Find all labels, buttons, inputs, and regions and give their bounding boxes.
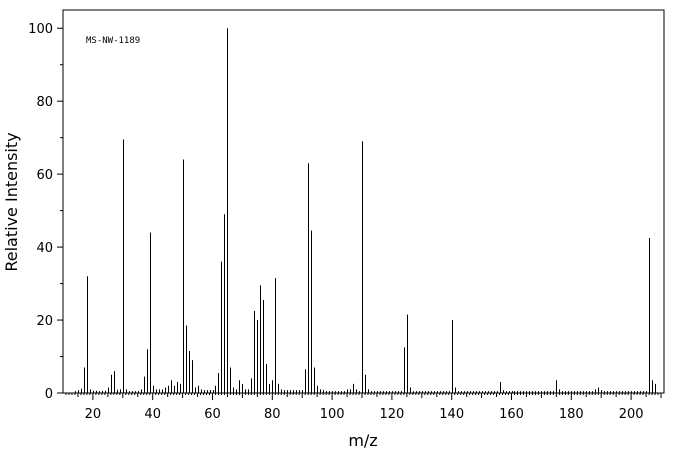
x-axis: 20 40 60 80 100 120 140 160 180 200 bbox=[65, 393, 662, 422]
x-tick-label: 60 bbox=[204, 407, 221, 422]
x-axis-title: m/z bbox=[348, 431, 377, 450]
x-tick-label: 20 bbox=[85, 407, 102, 422]
spectrum-id-label: MS-NW-1189 bbox=[86, 36, 140, 46]
plot-frame bbox=[62, 9, 665, 394]
x-tick-label: 40 bbox=[144, 407, 161, 422]
y-tick-label: 20 bbox=[36, 314, 53, 329]
x-tick-label: 120 bbox=[379, 407, 404, 422]
y-axis: 0 20 40 60 80 100 bbox=[28, 22, 63, 402]
y-tick-label: 0 bbox=[45, 387, 53, 402]
spectrum-peaks bbox=[75, 28, 656, 393]
x-tick-label: 100 bbox=[320, 407, 345, 422]
y-tick-label: 100 bbox=[28, 22, 53, 37]
x-tick-label: 200 bbox=[619, 407, 644, 422]
y-tick-label: 80 bbox=[36, 95, 53, 110]
x-tick-label: 140 bbox=[439, 407, 464, 422]
y-tick-label: 40 bbox=[36, 241, 53, 256]
y-axis-title: Relative Intensity bbox=[2, 132, 21, 271]
x-tick-label: 180 bbox=[559, 407, 584, 422]
x-tick-label: 160 bbox=[499, 407, 524, 422]
x-tick-label: 80 bbox=[264, 407, 281, 422]
y-tick-label: 60 bbox=[36, 168, 53, 183]
